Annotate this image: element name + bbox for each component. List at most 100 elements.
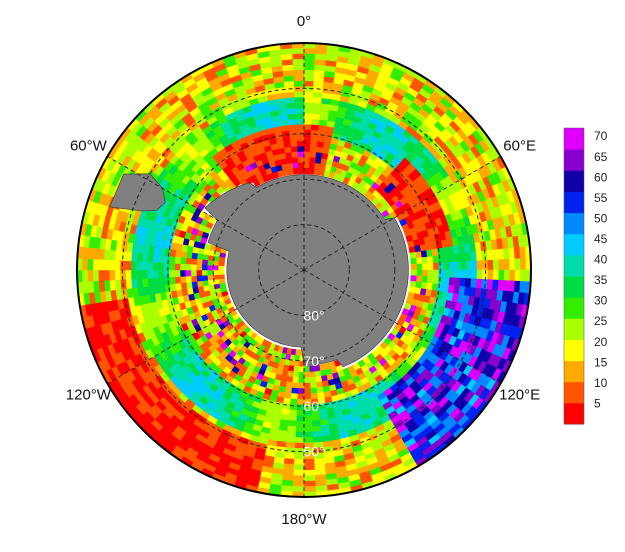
data-cell xyxy=(142,277,150,288)
data-cell xyxy=(464,252,472,262)
data-cell xyxy=(309,387,318,394)
data-cell xyxy=(293,80,305,88)
data-cell xyxy=(292,370,299,378)
colorbar-tick-label: 70 xyxy=(594,129,608,143)
data-cell xyxy=(426,276,434,284)
data-cell xyxy=(303,431,314,438)
data-cell xyxy=(294,431,305,438)
data-cell xyxy=(458,277,466,288)
data-cell xyxy=(286,157,294,165)
data-cell xyxy=(443,262,450,271)
data-cell xyxy=(293,359,300,367)
data-cell xyxy=(191,275,198,283)
colorbar-swatch xyxy=(564,360,584,383)
data-cell xyxy=(296,135,305,142)
data-cell xyxy=(297,151,305,158)
data-cell xyxy=(470,269,477,280)
data-cell xyxy=(303,167,310,175)
data-cell xyxy=(410,275,417,283)
data-cell xyxy=(303,69,315,77)
data-cell xyxy=(514,258,521,271)
data-cell xyxy=(290,387,299,394)
colorbar-swatch xyxy=(564,402,584,425)
data-cell xyxy=(492,269,499,281)
data-cell xyxy=(469,251,477,262)
colorbar-swatch xyxy=(564,381,584,404)
data-cell xyxy=(508,269,515,282)
data-cell xyxy=(213,274,220,280)
data-cell xyxy=(290,140,298,148)
colorbar-swatch xyxy=(564,170,584,192)
data-cell xyxy=(303,376,311,383)
data-cell xyxy=(481,269,488,280)
data-cell xyxy=(503,269,510,282)
data-cell xyxy=(514,269,521,282)
data-cell xyxy=(311,424,322,432)
data-cell xyxy=(285,91,296,99)
data-cell xyxy=(303,124,312,131)
data-cell xyxy=(296,129,305,137)
data-cell xyxy=(303,469,316,476)
colorbar-tick-label: 30 xyxy=(594,294,608,308)
colorbar-swatch xyxy=(564,339,584,362)
data-cell xyxy=(293,75,305,82)
colorbar-tick-label: 60 xyxy=(594,170,608,184)
data-cell xyxy=(295,420,305,427)
data-cell xyxy=(508,258,515,271)
latitude-label: 70° xyxy=(303,353,324,369)
data-cell xyxy=(142,252,150,263)
data-cell xyxy=(421,269,428,277)
data-cell xyxy=(287,168,295,176)
latitude-label: 80° xyxy=(303,307,324,323)
data-cell xyxy=(303,463,315,471)
data-cell xyxy=(290,392,298,400)
data-cell xyxy=(285,435,296,443)
data-cell xyxy=(486,269,494,281)
data-cell xyxy=(475,269,483,280)
data-cell xyxy=(303,108,313,115)
data-cell xyxy=(169,269,176,278)
data-cell xyxy=(303,53,316,60)
data-cell xyxy=(292,480,305,487)
data-cell xyxy=(432,269,439,278)
data-cell xyxy=(196,275,204,282)
data-cell xyxy=(310,140,318,148)
data-cell xyxy=(284,446,296,454)
data-cell xyxy=(448,253,455,263)
data-cell xyxy=(163,262,171,271)
data-cell xyxy=(289,130,298,137)
data-cell xyxy=(191,280,199,288)
data-cell xyxy=(519,269,526,282)
data-cell xyxy=(185,269,192,277)
data-cell xyxy=(207,264,214,271)
data-cell xyxy=(309,146,318,153)
data-cell xyxy=(196,258,204,265)
data-cell xyxy=(218,269,225,275)
data-cell xyxy=(131,269,138,280)
data-cell xyxy=(295,118,305,126)
data-cell xyxy=(158,262,165,271)
data-cell xyxy=(286,102,296,110)
data-cell xyxy=(131,251,139,262)
data-cell xyxy=(442,254,450,263)
data-cell xyxy=(303,474,316,481)
data-cell xyxy=(481,260,488,271)
data-cell xyxy=(207,259,215,266)
data-cell xyxy=(180,263,187,271)
data-cell xyxy=(202,259,209,266)
data-cell xyxy=(519,258,526,271)
data-cell xyxy=(287,419,297,427)
data-cell xyxy=(291,157,299,164)
data-cell xyxy=(292,59,305,66)
data-cell xyxy=(287,113,297,121)
data-cell xyxy=(136,278,144,288)
data-cell xyxy=(416,269,423,277)
data-cell xyxy=(294,97,305,104)
data-cell xyxy=(298,371,305,378)
data-cell xyxy=(180,275,187,284)
data-cell xyxy=(431,276,439,285)
data-cell xyxy=(180,269,187,277)
data-cell xyxy=(437,262,445,271)
data-cell xyxy=(286,430,296,438)
